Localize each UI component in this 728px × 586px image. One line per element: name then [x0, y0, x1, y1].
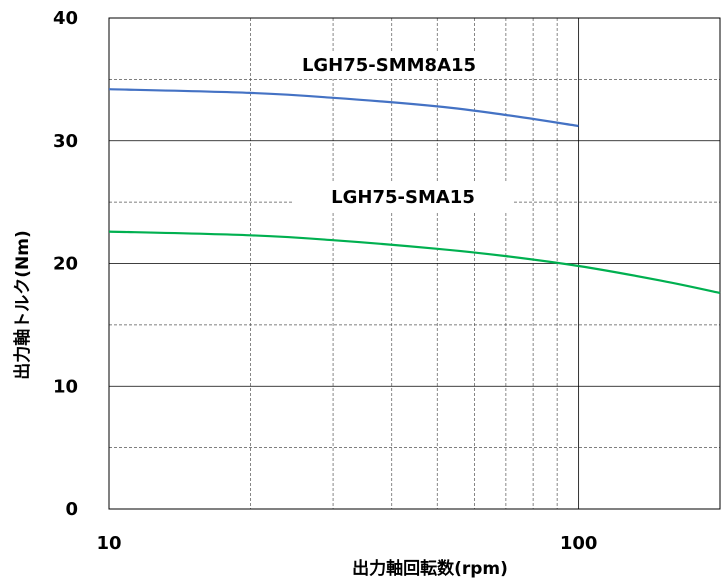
y-tick-label: 40 [53, 8, 78, 29]
series-label-1: LGH75-SMM8A15 [302, 55, 476, 76]
series-label-background [273, 51, 505, 79]
series-line-2 [108, 230, 721, 295]
y-tick-label: 30 [53, 131, 78, 152]
plot-frame [108, 17, 721, 510]
series-labels: LGH75-SMM8A15 LGH75-SMA15 [273, 51, 512, 211]
y-tick-labels: 0 10 20 30 40 [53, 8, 78, 520]
y-tick-label: 10 [53, 376, 78, 397]
y-tick-label: 20 [53, 254, 78, 275]
series-label-background [294, 183, 512, 211]
series-line-1 [108, 88, 579, 128]
x-tick-labels: 10 100 [96, 533, 597, 554]
y-tick-label: 0 [65, 499, 78, 520]
y-axis-title: 出力軸トルク(Nm) [12, 230, 33, 379]
series-lines [108, 88, 721, 295]
x-tick-label: 100 [560, 533, 598, 554]
x-tick-label: 10 [96, 533, 121, 554]
x-axis-title: 出力軸回転数(rpm) [352, 558, 508, 579]
series-label-2: LGH75-SMA15 [331, 187, 475, 208]
